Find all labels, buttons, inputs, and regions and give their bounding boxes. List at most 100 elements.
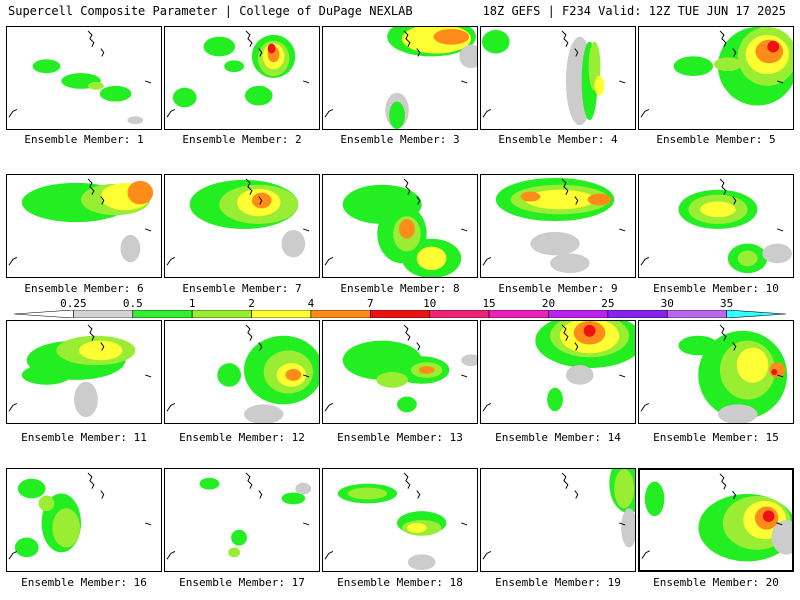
coastline xyxy=(574,196,579,205)
scp-contour-fill xyxy=(583,324,596,337)
scp-contour-fill xyxy=(433,28,470,45)
coastline xyxy=(87,178,95,195)
coastline xyxy=(245,324,253,341)
colorbar-segment xyxy=(726,310,786,318)
ensemble-map-panel xyxy=(322,468,478,572)
ensemble-map-panel xyxy=(638,320,794,424)
scp-contour-map xyxy=(166,178,310,266)
ensemble-map-panel xyxy=(638,26,794,130)
colorbar-tick-label: 25 xyxy=(601,297,615,310)
scp-contour-fill xyxy=(587,193,612,206)
ensemble-map-panel xyxy=(6,320,162,424)
colorbar-segment xyxy=(310,310,371,318)
coastline xyxy=(87,324,95,341)
coastline xyxy=(719,30,727,47)
coastline xyxy=(145,228,152,232)
scp-contour-fill xyxy=(530,231,580,256)
scp-contour-fill xyxy=(21,365,72,385)
ensemble-map-panel xyxy=(480,26,636,130)
scp-contour-fill xyxy=(244,85,273,106)
coastline xyxy=(561,324,569,341)
scp-contour-map xyxy=(8,178,154,266)
scp-contour-fill xyxy=(418,366,435,374)
colorbar-tick-label: 1 xyxy=(188,297,196,310)
scp-contour-fill xyxy=(285,369,302,381)
scp-contour-fill xyxy=(737,250,758,267)
coastline xyxy=(258,196,263,205)
map-title: Supercell Composite Parameter | College … xyxy=(8,4,413,18)
ensemble-map-panel xyxy=(6,26,162,130)
scp-contour-map xyxy=(166,30,310,118)
scp-contour-map xyxy=(481,29,626,126)
coastline xyxy=(100,196,105,205)
scp-contour-map xyxy=(482,469,635,560)
colorbar-segment xyxy=(666,310,727,318)
coastline xyxy=(482,402,492,412)
coastline xyxy=(619,374,626,378)
scp-contour-fill xyxy=(224,60,244,73)
scp-contour-fill xyxy=(565,365,594,385)
coastline xyxy=(245,472,253,489)
scp-contour-fill xyxy=(481,29,510,54)
coastline xyxy=(482,550,492,560)
coastline xyxy=(100,490,105,499)
colorbar-tick-label: 10 xyxy=(423,297,437,310)
scp-contour-fill xyxy=(120,234,141,263)
coastline xyxy=(403,324,411,341)
colorbar-tick-label: 0.5 xyxy=(122,297,143,310)
colorbar-tick-label: 4 xyxy=(307,297,315,310)
coastline xyxy=(245,178,253,195)
scp-contour-map xyxy=(166,472,312,560)
ensemble-map-panel xyxy=(480,320,636,424)
ensemble-map-panel xyxy=(322,320,478,424)
coastline xyxy=(561,30,569,47)
scp-contour-fill xyxy=(461,354,477,367)
scp-contour-map xyxy=(482,321,635,412)
scp-contour-fill xyxy=(172,87,197,108)
ensemble-map-panel xyxy=(164,174,320,278)
coastline xyxy=(561,178,569,195)
ensemble-member-label: Ensemble Member: 8 xyxy=(340,282,460,295)
scp-contour-fill xyxy=(459,44,477,69)
scp-contour-fill xyxy=(416,246,447,271)
scp-contour-fill xyxy=(736,347,769,383)
ensemble-map-panel xyxy=(6,174,162,278)
scp-contour-fill xyxy=(644,481,665,517)
ensemble-map-panel xyxy=(480,468,636,572)
colorbar-segment xyxy=(370,310,430,318)
colorbar-tick-label: 0.25 xyxy=(60,297,87,310)
colorbar-segment xyxy=(548,310,609,318)
scp-contour-map xyxy=(640,324,788,423)
coastline xyxy=(732,490,737,500)
coastline xyxy=(8,402,18,412)
coastline xyxy=(461,522,468,526)
coastline xyxy=(461,374,468,378)
coastline xyxy=(324,402,334,412)
ensemble-member-label: Ensemble Member: 1 xyxy=(24,133,144,146)
scp-contour-fill xyxy=(376,372,408,388)
coastline xyxy=(574,342,579,351)
coastline xyxy=(461,80,468,84)
scp-contour-fill xyxy=(17,478,46,499)
ensemble-map-panel xyxy=(638,174,794,278)
coastline xyxy=(482,108,492,118)
coastline xyxy=(8,108,18,118)
colorbar xyxy=(14,310,786,318)
ensemble-member-label: Ensemble Member: 3 xyxy=(340,133,460,146)
scp-contour-fill xyxy=(14,537,39,558)
scp-contour-map xyxy=(324,472,468,571)
coastline xyxy=(640,256,650,266)
scp-contour-map xyxy=(640,178,793,274)
scp-contour-map xyxy=(8,30,152,125)
coastline xyxy=(403,472,411,489)
scp-contour-map xyxy=(324,27,477,129)
coastline xyxy=(145,80,152,84)
colorbar-segment xyxy=(488,310,549,318)
scp-contour-fill xyxy=(762,510,775,522)
scp-contour-fill xyxy=(700,201,736,218)
coastline xyxy=(100,342,105,351)
scp-contour-fill xyxy=(771,520,792,555)
scp-contour-fill xyxy=(769,362,786,378)
coastline xyxy=(403,178,411,195)
scp-contour-fill xyxy=(228,547,241,558)
